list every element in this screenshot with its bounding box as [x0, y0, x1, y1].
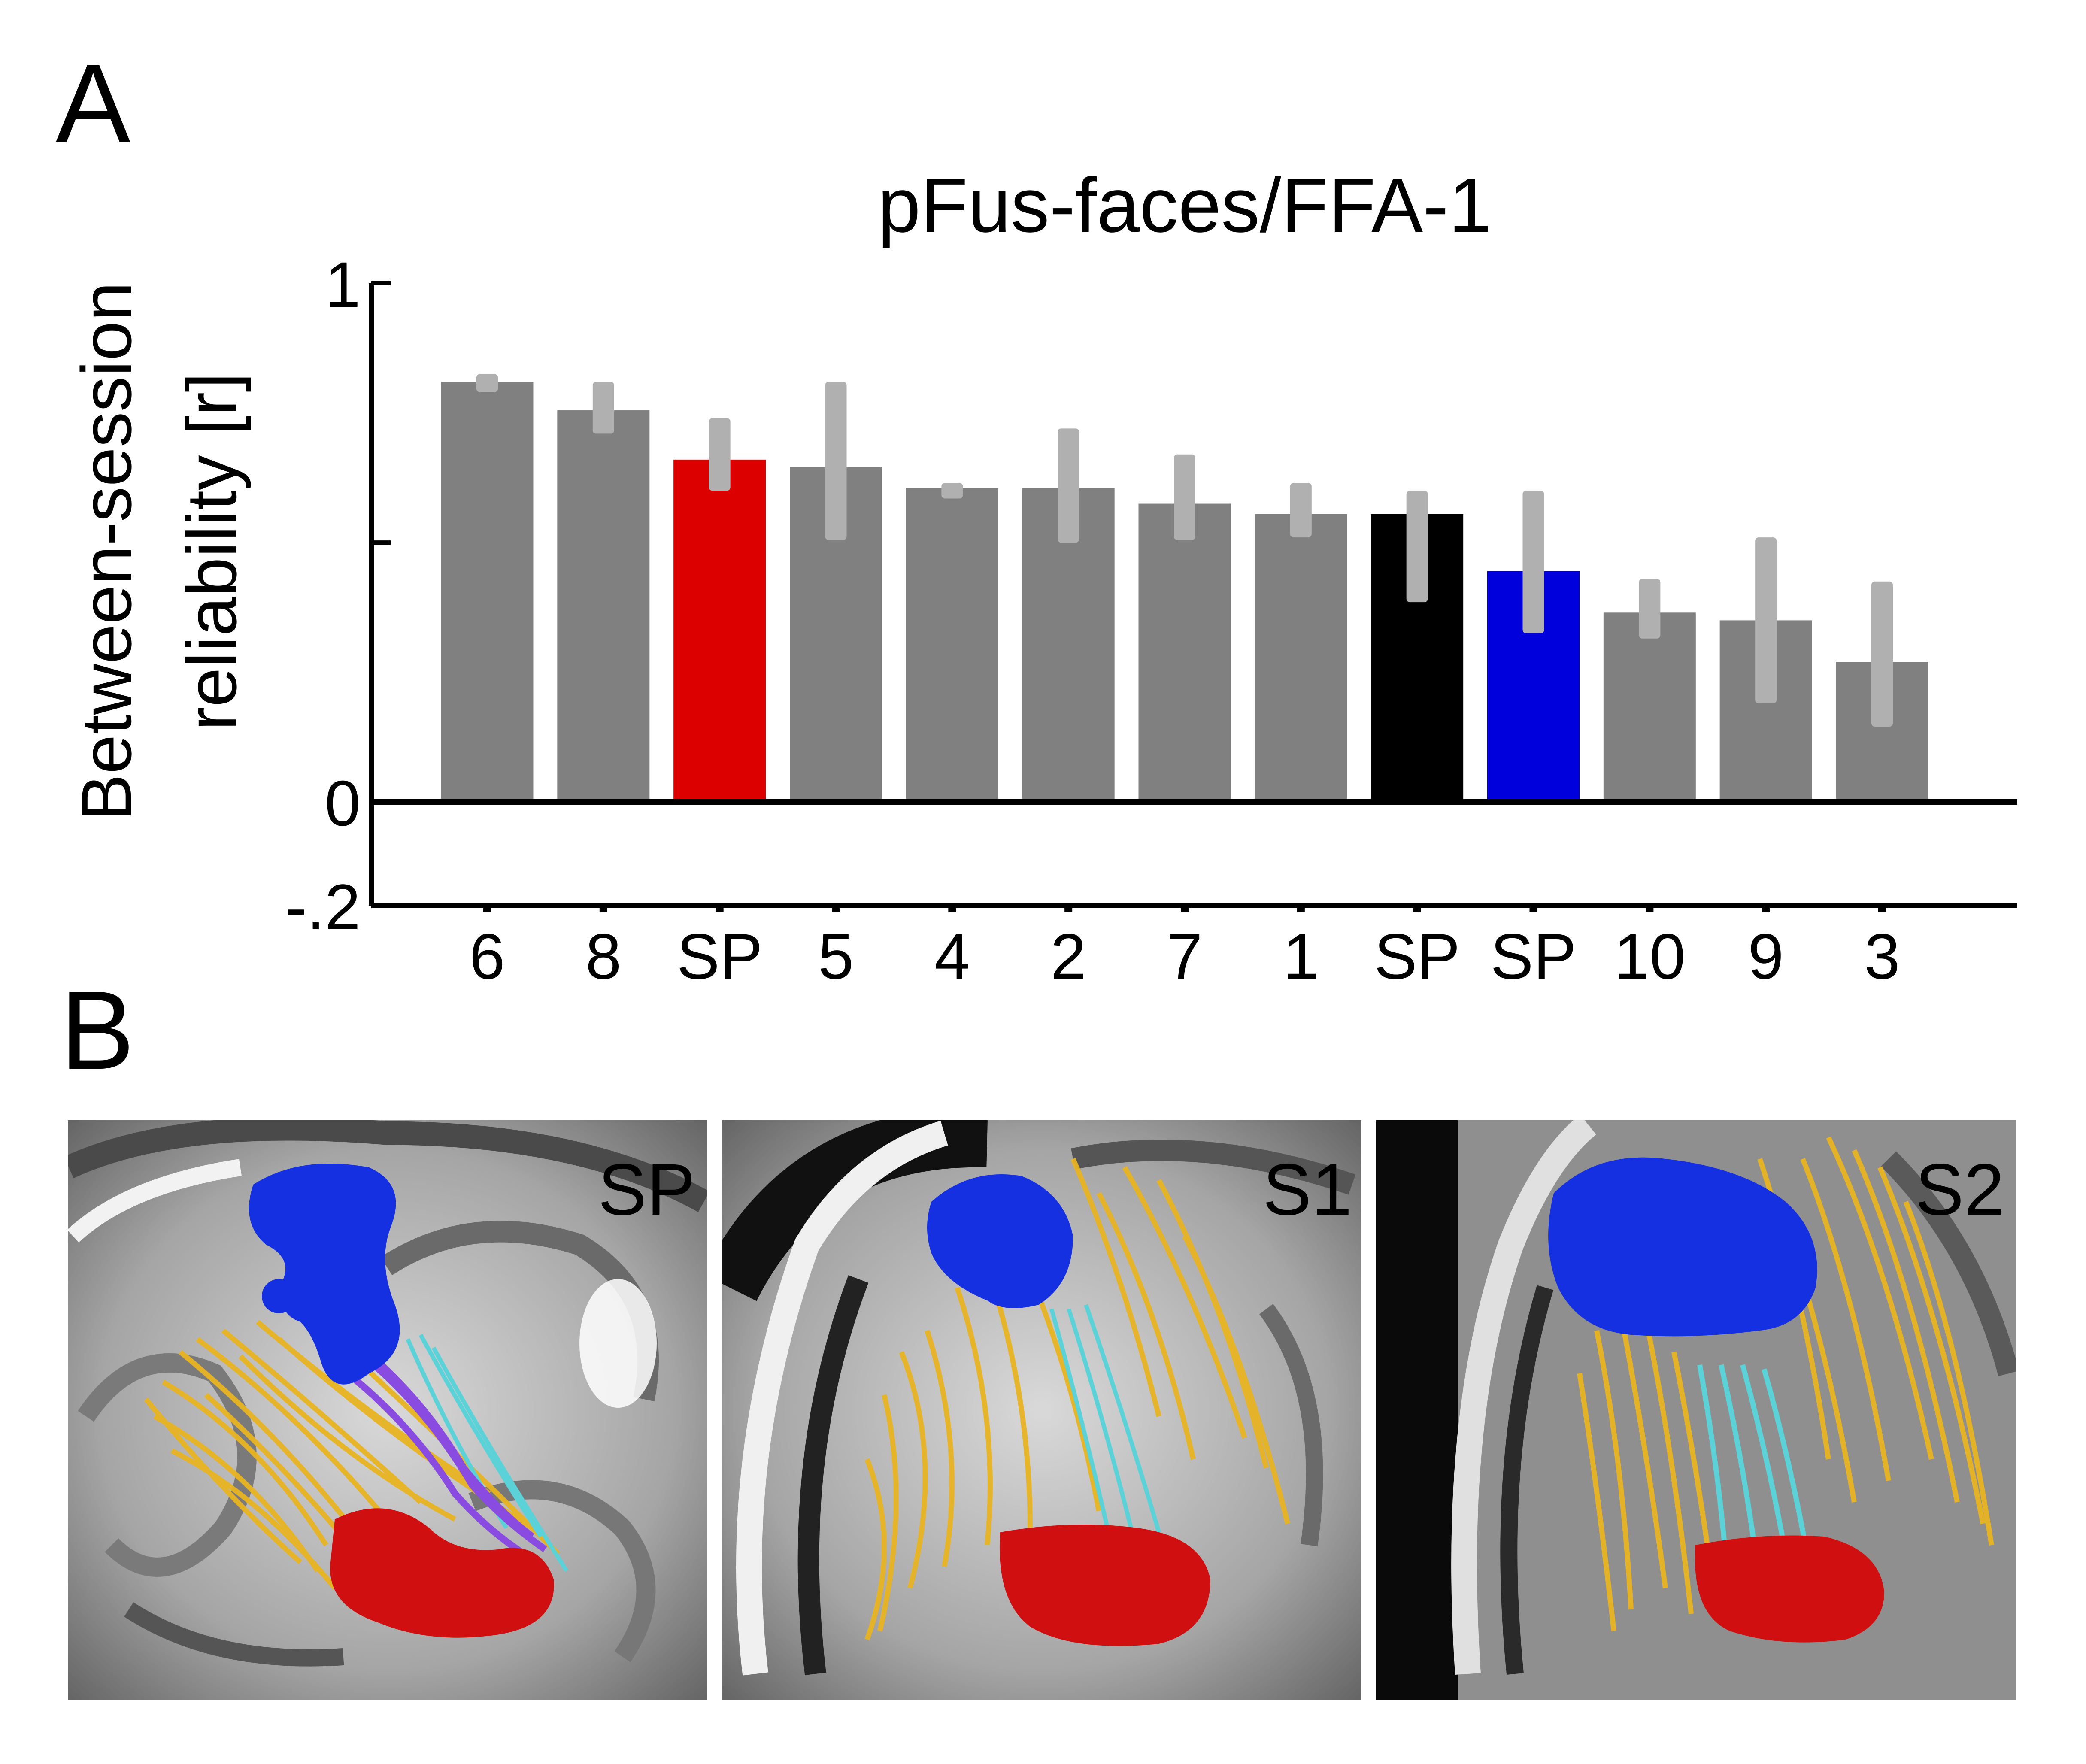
bar	[673, 459, 766, 802]
image-label-sp: SP	[598, 1149, 695, 1231]
error-bar	[476, 374, 498, 392]
x-tick-mark	[1646, 908, 1654, 912]
bars-group	[441, 382, 1928, 802]
error-bar	[1871, 581, 1893, 727]
x-tick-mark	[1529, 908, 1537, 912]
x-tick-mark	[1064, 908, 1073, 912]
error-bar	[1755, 537, 1777, 703]
x-tick-mark	[948, 908, 956, 912]
errorbars-group	[476, 374, 1893, 727]
tractography-images: SP S1	[68, 1120, 2016, 1700]
error-bar	[592, 382, 614, 434]
y-axis-label-line1: Between-session	[67, 282, 146, 821]
brain-image-s2: S2	[1376, 1120, 2016, 1700]
x-tick-mark	[832, 908, 840, 912]
x-tick-mark	[1762, 908, 1770, 912]
x-tick-mark	[1181, 908, 1189, 912]
bar	[1138, 503, 1231, 802]
error-bar	[1639, 579, 1661, 639]
x-tick-label: SP	[1490, 920, 1576, 992]
error-bar	[1174, 454, 1195, 540]
brain-image-s1: S1	[722, 1120, 1361, 1700]
image-label-s2: S2	[1915, 1149, 2004, 1231]
x-tick-label: 3	[1864, 920, 1900, 992]
axes-group	[369, 281, 2017, 912]
x-tick-label: 1	[1283, 920, 1319, 992]
panel-letter-b: B	[60, 968, 134, 1093]
panel-letter-a: A	[56, 41, 131, 166]
x-tick-mark	[599, 908, 607, 912]
error-bar	[941, 483, 963, 499]
bar	[557, 410, 650, 802]
bar-chart: pFus-faces/FFA-1 Between-session reliabi…	[67, 162, 2017, 992]
error-bar	[825, 382, 847, 540]
x-tick-mark	[716, 908, 724, 912]
chart-title: pFus-faces/FFA-1	[878, 162, 1492, 249]
x-tick-label: SP	[677, 920, 763, 992]
error-bar	[1290, 483, 1312, 538]
x-tick-label: 6	[469, 920, 505, 992]
y-axis-label-line2: reliability [r]	[172, 373, 251, 730]
x-tick-mark	[1878, 908, 1886, 912]
error-bar	[1522, 491, 1544, 633]
y-tick-label: 0	[325, 767, 361, 839]
bar	[1255, 514, 1347, 802]
x-tick-label: 8	[585, 920, 621, 992]
image-label-s1: S1	[1263, 1149, 1352, 1231]
error-bar	[709, 418, 731, 491]
bar	[1603, 612, 1696, 802]
y-tick-labels: 1 0 -.2	[285, 249, 361, 943]
x-tick-label: SP	[1374, 920, 1460, 992]
x-tick-label: 9	[1748, 920, 1783, 992]
x-tick-mark	[483, 908, 491, 912]
x-tick-label: 5	[818, 920, 854, 992]
y-tick-label: 1	[325, 249, 361, 321]
x-tick-label: 2	[1050, 920, 1086, 992]
x-tick-label: 10	[1614, 920, 1686, 992]
bar	[906, 488, 998, 802]
bar	[441, 382, 534, 802]
error-bar	[1406, 491, 1428, 603]
y-tick-label: -.2	[285, 871, 361, 943]
x-tick-mark	[1413, 908, 1421, 912]
x-tick-label: 4	[934, 920, 970, 992]
brain-image-sp: SP	[68, 1120, 707, 1700]
x-tick-labels: 6 8 SP 5 4 2 7 1 SP SP 10 9 3	[469, 920, 1900, 992]
x-tick-mark	[1297, 908, 1305, 912]
x-tick-label: 7	[1167, 920, 1202, 992]
error-bar	[1058, 428, 1079, 543]
